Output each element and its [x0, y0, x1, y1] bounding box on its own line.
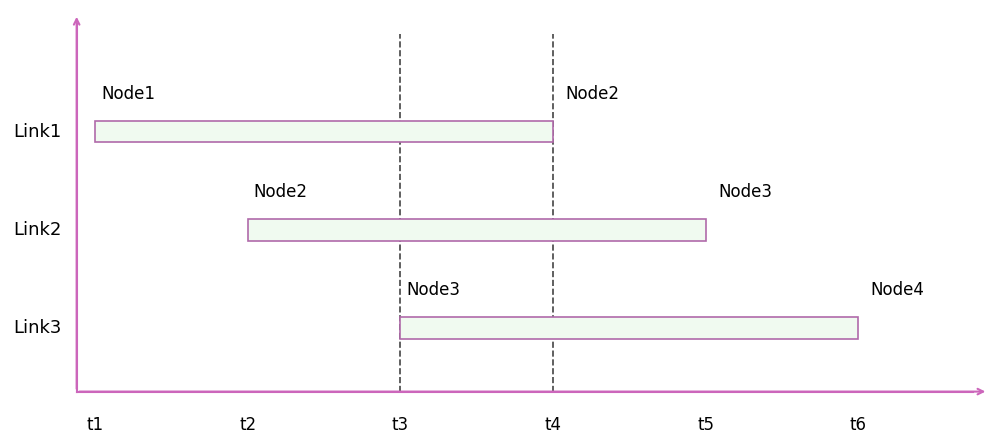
- Text: t3: t3: [392, 416, 409, 434]
- Text: t4: t4: [545, 416, 562, 434]
- Text: Node2: Node2: [565, 85, 619, 103]
- Bar: [248, 219, 706, 241]
- Bar: [95, 121, 553, 143]
- Text: Link2: Link2: [13, 221, 61, 239]
- Text: Node3: Node3: [718, 183, 772, 201]
- Text: t2: t2: [239, 416, 256, 434]
- Text: t6: t6: [850, 416, 867, 434]
- Text: Node3: Node3: [406, 281, 460, 300]
- Text: Link1: Link1: [13, 123, 61, 141]
- Text: Node4: Node4: [871, 281, 925, 300]
- Bar: [400, 317, 858, 339]
- Text: Node2: Node2: [254, 183, 308, 201]
- Text: t5: t5: [697, 416, 714, 434]
- Text: t1: t1: [86, 416, 104, 434]
- Text: Link3: Link3: [13, 319, 61, 337]
- Text: Node1: Node1: [101, 85, 155, 103]
